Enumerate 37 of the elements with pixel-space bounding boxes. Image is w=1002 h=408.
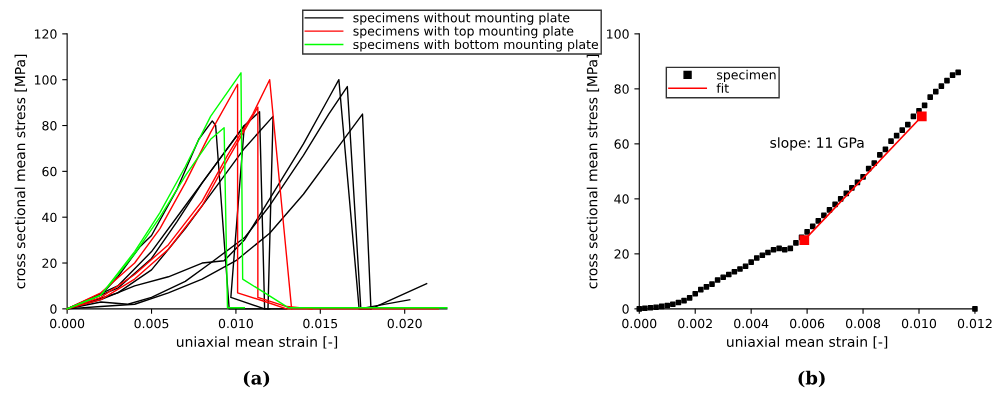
y-tick-label: 40	[614, 194, 629, 204]
y-tick-label: 20	[42, 258, 57, 268]
y-tick-label: 0	[50, 304, 57, 314]
y-tick-label: 120	[34, 29, 57, 39]
x-tick-label: 0.004	[734, 318, 769, 329]
legend-label: specimens without mounting plate	[353, 12, 570, 25]
x-tick-label: 0.008	[845, 318, 881, 329]
y-tick-label: 0	[622, 304, 629, 314]
y-tick-label: 80	[614, 84, 629, 94]
x-axis-title: uniaxial mean strain [-]	[727, 336, 888, 349]
legend-label: specimens with bottom mounting plate	[353, 39, 599, 52]
x-axis-title: uniaxial mean strain [-]	[176, 336, 338, 349]
x-tick-label: 0.012	[957, 318, 992, 329]
text: (a)	[243, 370, 270, 388]
y-axis-title: cross sectional mean stress [MPa]	[586, 54, 600, 289]
legend-label: specimen	[717, 69, 776, 82]
y-tick-label: 60	[614, 139, 629, 149]
x-tick-label: 0.002	[678, 318, 712, 329]
y-tick-label: 40	[42, 212, 57, 223]
y-tick-label: 100	[607, 29, 629, 39]
x-tick-label: 0.000	[50, 318, 85, 329]
annotation: slope: 11 GPa	[770, 137, 864, 151]
y-tick-label: 80	[42, 121, 57, 131]
y-tick-label: 60	[42, 166, 57, 177]
y-tick-label: 100	[34, 75, 57, 85]
legend-label: specimens with top mounting plate	[353, 26, 574, 39]
x-tick-label: 0.000	[622, 318, 657, 329]
x-tick-label: 0.015	[303, 318, 338, 329]
x-tick-label: 0.006	[790, 318, 825, 329]
x-tick-label: 0.010	[901, 318, 937, 329]
legend-label: fit	[716, 83, 729, 93]
x-tick-label: 0.005	[134, 318, 169, 329]
y-axis-title: cross sectional mean stress [MPa]	[14, 54, 27, 289]
text: (b)	[798, 370, 825, 388]
x-tick-label: 0.010	[218, 318, 253, 329]
y-tick-label: 20	[614, 249, 629, 259]
x-tick-label: 0.020	[387, 318, 422, 329]
